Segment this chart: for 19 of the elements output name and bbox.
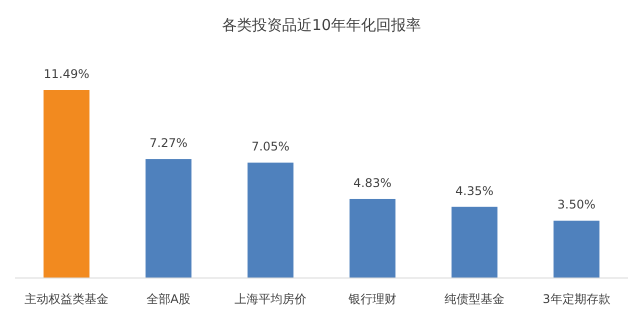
data-label: 4.35% xyxy=(455,184,494,198)
x-tick-label: 银行理财 xyxy=(348,292,396,306)
data-label: 7.05% xyxy=(251,140,290,154)
bar xyxy=(350,198,396,278)
bar xyxy=(146,159,192,278)
x-tick-label: 全部A股 xyxy=(146,292,191,306)
data-label: 11.49% xyxy=(44,67,90,81)
chart-title: 各类投资品近10年年化回报率 xyxy=(222,16,422,34)
x-tick-label: 纯债型基金 xyxy=(444,292,504,306)
x-tick-label: 3年定期存款 xyxy=(542,292,610,306)
bar xyxy=(44,90,90,278)
data-label: 3.50% xyxy=(557,198,596,212)
x-tick-label: 主动权益类基金 xyxy=(24,292,109,306)
bar xyxy=(554,220,600,278)
bar xyxy=(248,162,294,278)
data-label: 4.83% xyxy=(353,176,392,190)
x-tick-label: 上海平均房价 xyxy=(234,292,306,306)
bar xyxy=(452,206,498,278)
data-label: 7.27% xyxy=(149,136,188,150)
